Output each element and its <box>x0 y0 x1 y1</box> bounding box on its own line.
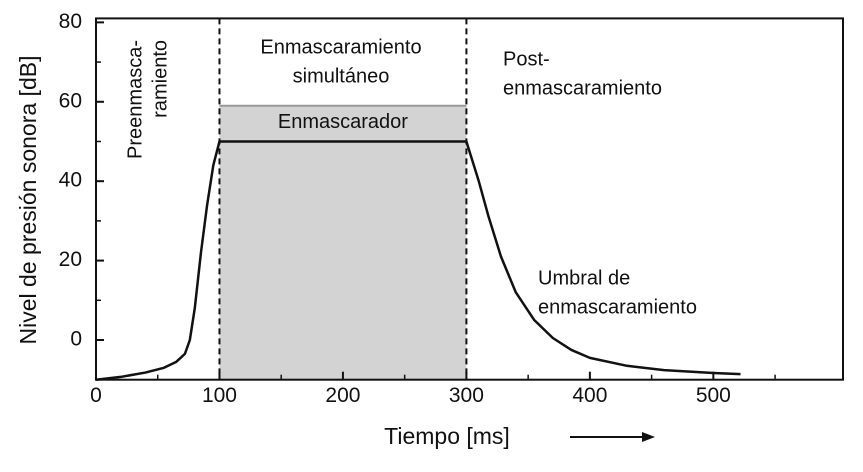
arrow-head <box>642 432 655 442</box>
masker <box>219 105 467 380</box>
plot-area: Enmascarador 0 100 200 300 400 500 0 20 40 60 80 <box>59 10 844 407</box>
axes-frame <box>95 17 844 381</box>
annotation: enmascaramiento <box>538 296 697 318</box>
annotation: ramiento <box>149 40 171 118</box>
y-tick-label: 80 <box>59 10 82 33</box>
x-tick-label: 500 <box>696 384 731 407</box>
y-axis-title: Nivel de presión sonora [dB] <box>15 56 41 345</box>
annotation: Preenmasca- <box>124 40 146 159</box>
y-tick-label: 40 <box>59 169 82 192</box>
x-tick-label: 0 <box>90 384 102 407</box>
y-tick-label: 0 <box>70 328 82 351</box>
x-tick-label: 100 <box>202 384 237 407</box>
threshold-line <box>95 140 741 381</box>
annotation: enmascaramiento <box>503 77 662 99</box>
x-tick-label: 400 <box>572 384 607 407</box>
annotation: Post- <box>503 48 550 70</box>
y-tick-label: 60 <box>59 89 82 112</box>
annotation: Enmascaramiento <box>260 36 421 58</box>
x-tick-label: 300 <box>449 384 484 407</box>
x-tick-label: 200 <box>325 384 360 407</box>
x-axis-title: Tiempo [ms] <box>384 423 510 449</box>
annotation: Umbral de <box>538 267 630 289</box>
masker-label: Enmascarador <box>278 111 408 133</box>
annotation: simultáneo <box>293 65 390 87</box>
y-tick-label: 20 <box>59 248 82 271</box>
